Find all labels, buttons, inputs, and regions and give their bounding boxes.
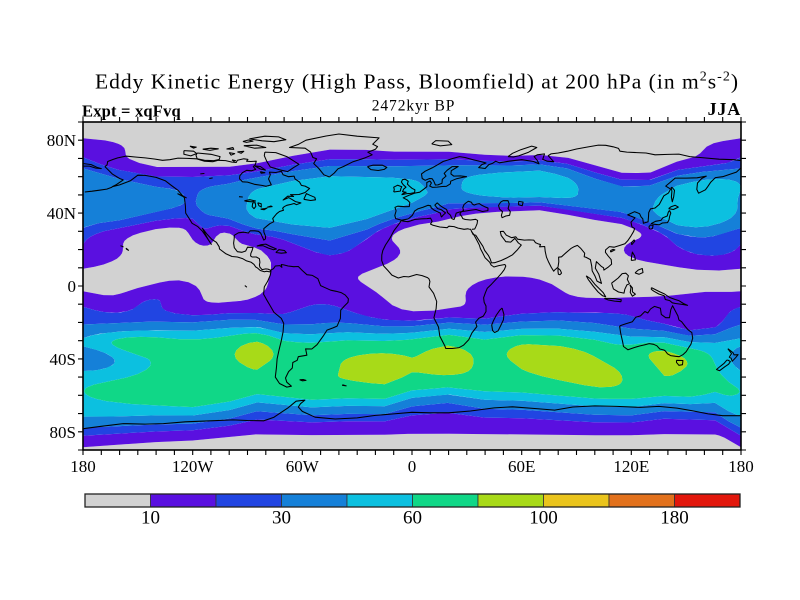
svg-text:40N: 40N (47, 204, 76, 223)
svg-text:60W: 60W (286, 457, 320, 476)
svg-text:60E: 60E (508, 457, 535, 476)
svg-text:2472kyr BP: 2472kyr BP (372, 98, 456, 115)
svg-text:0: 0 (68, 277, 77, 296)
svg-text:100: 100 (529, 508, 558, 529)
svg-text:30: 30 (272, 508, 291, 529)
svg-text:Expt = xqFvq: Expt = xqFvq (82, 102, 182, 121)
svg-text:60: 60 (403, 508, 422, 529)
svg-text:180: 180 (660, 508, 689, 529)
svg-text:80N: 80N (47, 131, 76, 150)
svg-text:120W: 120W (172, 457, 215, 476)
svg-text:180: 180 (70, 457, 96, 476)
svg-text:10: 10 (141, 508, 160, 529)
svg-text:0: 0 (408, 457, 417, 476)
svg-text:120E: 120E (613, 457, 649, 476)
svg-text:Eddy Kinetic Energy (High Pass: Eddy Kinetic Energy (High Pass, Bloomfie… (95, 70, 739, 94)
svg-text:40S: 40S (50, 350, 76, 369)
svg-text:JJA: JJA (708, 99, 741, 119)
svg-text:80S: 80S (50, 423, 76, 442)
svg-text:180: 180 (728, 457, 754, 476)
